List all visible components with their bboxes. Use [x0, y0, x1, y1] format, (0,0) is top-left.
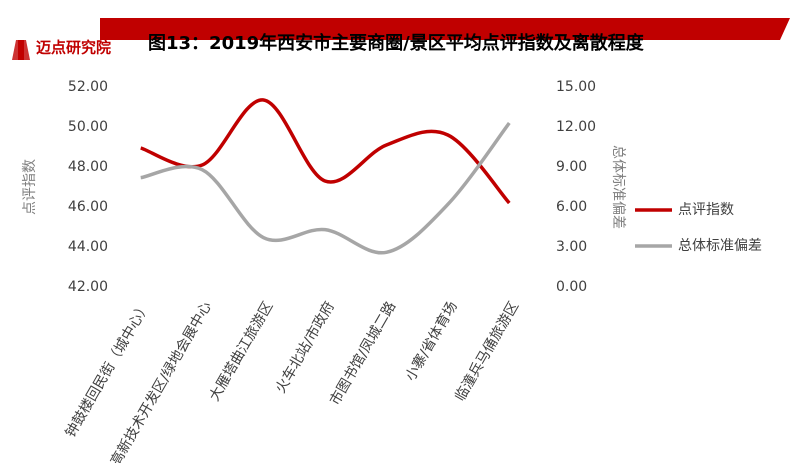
y2-axis-title: 总体标准偏差: [610, 145, 626, 229]
y2-tick-label: 12.00: [556, 119, 596, 135]
x-tick-label: 小寨/省体育场: [402, 299, 461, 384]
title-bar: [100, 18, 790, 40]
y2-tick-label: 9.00: [556, 159, 587, 175]
y-tick-label: 52.00: [68, 79, 108, 95]
x-tick-label: 火车北站/市政府: [272, 299, 338, 396]
x-tick-label: 高新技术开发区/绿地会展中心: [107, 299, 215, 464]
y-axis-title: 点评指数: [22, 159, 38, 215]
y2-tick-label: 3.00: [556, 239, 587, 255]
logo-text: 迈点研究院: [36, 39, 111, 57]
y-tick-label: 46.00: [68, 199, 108, 215]
line-series: [140, 121, 511, 255]
y-tick-label: 42.00: [68, 279, 108, 295]
y-tick-label: 50.00: [68, 119, 108, 135]
x-tick-label: 市图书馆/凤城二路: [326, 299, 399, 409]
line-series: [140, 98, 511, 205]
y2-tick-label: 0.00: [556, 279, 587, 295]
y2-tick-label: 6.00: [556, 199, 587, 215]
logo-icon: [12, 40, 30, 60]
legend-label: 总体标准偏差: [678, 238, 762, 254]
y2-tick-label: 15.00: [556, 79, 596, 95]
x-tick-label: 临潼兵马俑旅游区: [451, 299, 522, 404]
chart-title: 图13：2019年西安市主要商圈/景区平均点评指数及离散程度: [148, 32, 645, 54]
y-tick-label: 48.00: [68, 159, 108, 175]
x-tick-label: 大雁塔曲江旅游区: [207, 299, 277, 404]
legend-label: 点评指数: [678, 202, 734, 218]
y-tick-label: 44.00: [68, 239, 108, 255]
